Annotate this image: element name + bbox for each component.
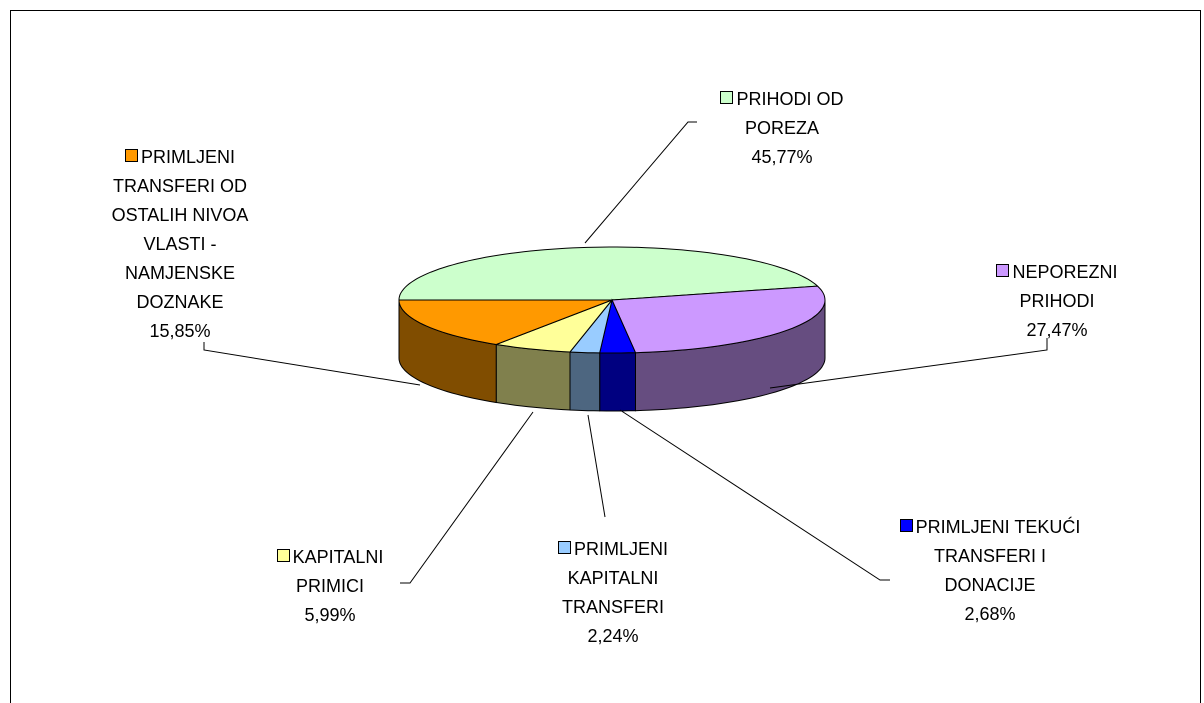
slice-value: 5,99% — [304, 605, 356, 625]
slice-label: PRIHODI OD POREZA 45,77% — [697, 85, 867, 172]
legend-swatch — [899, 519, 913, 532]
slice — [599, 298, 637, 354]
slice-value: 2,68% — [964, 604, 1016, 624]
legend-swatch — [276, 549, 290, 562]
slice-side — [599, 352, 636, 412]
leader-line — [203, 342, 421, 386]
slice-value: 2,24% — [587, 626, 639, 646]
slice-name: PRIMLJENI TEKUĆI TRANSFERI I DONACIJE — [915, 517, 1081, 595]
slice-label: PRIMLJENI TEKUĆI TRANSFERI I DONACIJE 2,6… — [890, 513, 1090, 629]
legend-swatch — [124, 149, 138, 162]
slice-label: NEPOREZNI PRIHODI 27,47% — [967, 258, 1147, 345]
slice-label: PRIMLJENI KAPITALNI TRANSFERI 2,24% — [525, 535, 701, 651]
slice-side — [569, 351, 601, 412]
legend-swatch — [996, 264, 1010, 277]
leader-line — [400, 411, 534, 584]
slice-name: PRIHODI OD POREZA — [736, 89, 844, 138]
slice-value: 27,47% — [1026, 320, 1088, 340]
leader-line — [619, 409, 890, 581]
slice — [611, 285, 826, 354]
legend-swatch — [720, 91, 734, 104]
slice-side — [495, 343, 571, 411]
slice — [398, 299, 613, 346]
slice-name: KAPITALNI PRIMICI — [292, 547, 384, 596]
legend-swatch — [557, 541, 571, 554]
slice — [398, 246, 819, 301]
slice-label: KAPITALNI PRIMICI 5,99% — [250, 543, 410, 630]
slice-value: 45,77% — [751, 147, 813, 167]
slice — [494, 298, 614, 353]
slice-name: NEPOREZNI PRIHODI — [1012, 262, 1118, 311]
leader-line — [769, 338, 1048, 389]
slice-label: PRIMLJENI TRANSFERI OD OSTALIH NIVOA VLA… — [100, 143, 260, 346]
leader-line — [584, 121, 697, 244]
slice-name: PRIMLJENI TRANSFERI OD OSTALIH NIVOA VLA… — [111, 147, 249, 312]
slice-value: 15,85% — [149, 321, 211, 341]
slice-name: PRIMLJENI KAPITALNI TRANSFERI — [561, 539, 669, 617]
chart-frame — [10, 10, 1201, 703]
leader-line — [587, 414, 606, 518]
